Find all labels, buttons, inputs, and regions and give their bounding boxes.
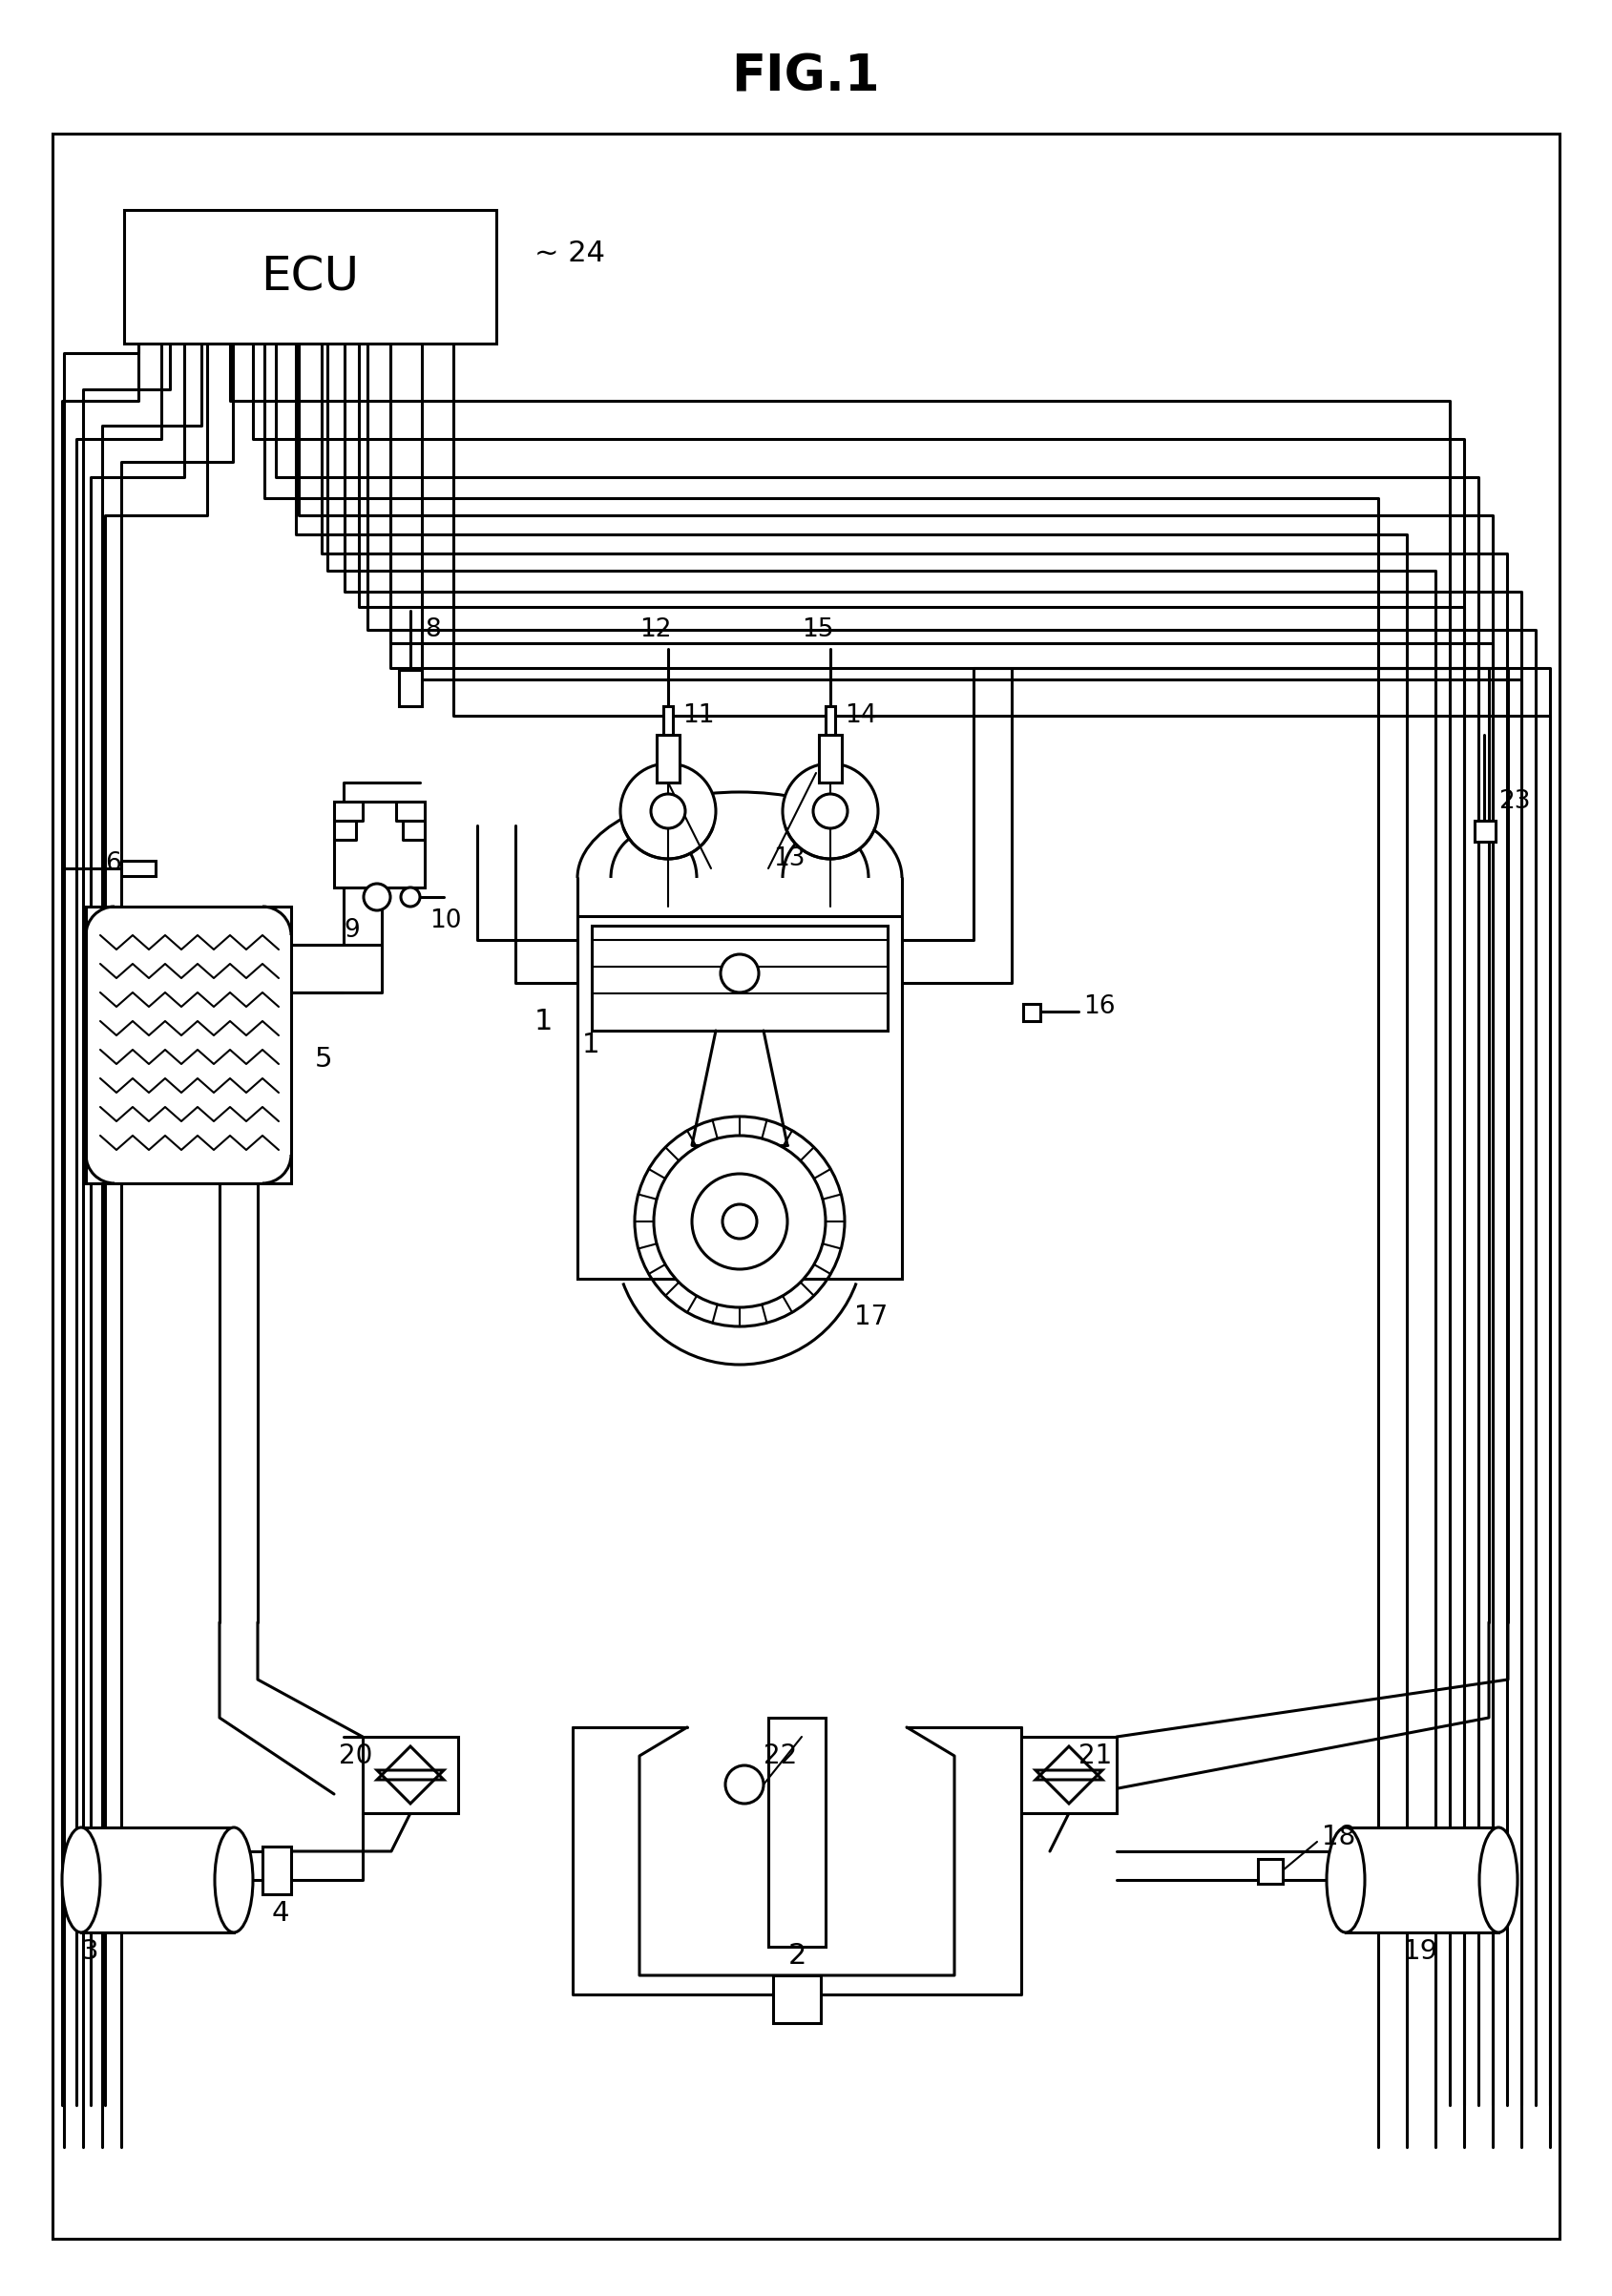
Text: ~ 24: ~ 24 <box>535 239 604 266</box>
Text: 5: 5 <box>314 1047 332 1072</box>
Circle shape <box>722 1205 758 1238</box>
Text: 12: 12 <box>640 618 672 643</box>
Bar <box>769 1717 825 1947</box>
Text: 14: 14 <box>845 703 877 728</box>
Bar <box>774 1975 821 2023</box>
Text: 1: 1 <box>582 1031 600 1058</box>
Bar <box>1024 1003 1040 1022</box>
Circle shape <box>725 1766 764 1805</box>
Text: 19: 19 <box>1402 1938 1438 1965</box>
Text: 8: 8 <box>424 618 440 643</box>
Text: 22: 22 <box>764 1743 798 1770</box>
Bar <box>577 916 903 1279</box>
Bar <box>656 735 680 783</box>
Bar <box>398 670 422 707</box>
Text: FIG.1: FIG.1 <box>732 51 880 101</box>
Ellipse shape <box>61 1828 100 1933</box>
Ellipse shape <box>1480 1828 1517 1933</box>
Circle shape <box>692 1173 787 1270</box>
Bar <box>819 735 841 783</box>
Bar <box>363 1736 458 1814</box>
Circle shape <box>651 794 685 829</box>
Text: 20: 20 <box>339 1743 372 1770</box>
Bar <box>1022 1736 1117 1814</box>
Bar <box>81 1828 234 1933</box>
Text: ECU: ECU <box>261 255 359 301</box>
Text: 6: 6 <box>105 852 121 877</box>
Bar <box>663 707 672 735</box>
Text: 9: 9 <box>343 918 359 944</box>
Bar <box>1346 1828 1499 1933</box>
Circle shape <box>401 889 421 907</box>
Bar <box>85 907 292 1182</box>
Bar <box>334 801 424 889</box>
Text: 17: 17 <box>854 1304 888 1329</box>
Bar <box>124 209 496 344</box>
Bar <box>121 861 156 877</box>
Text: 4: 4 <box>272 1901 290 1926</box>
Circle shape <box>654 1137 825 1306</box>
Ellipse shape <box>214 1828 253 1933</box>
Circle shape <box>621 765 716 859</box>
Text: 1: 1 <box>535 1008 553 1035</box>
Text: 18: 18 <box>1322 1823 1356 1851</box>
Text: 2: 2 <box>788 1942 806 1970</box>
Bar <box>263 1846 292 1894</box>
Bar <box>825 707 835 735</box>
Ellipse shape <box>1327 1828 1365 1933</box>
Text: 10: 10 <box>429 909 461 932</box>
Circle shape <box>721 955 759 992</box>
Text: 16: 16 <box>1083 994 1116 1019</box>
Text: 13: 13 <box>774 847 804 870</box>
Text: 11: 11 <box>682 703 714 728</box>
Text: 23: 23 <box>1499 790 1530 815</box>
Bar <box>1257 1860 1283 1883</box>
Text: 15: 15 <box>801 618 833 643</box>
Circle shape <box>782 765 879 859</box>
Text: 21: 21 <box>1078 1743 1112 1770</box>
Text: 3: 3 <box>81 1938 98 1965</box>
Circle shape <box>364 884 390 912</box>
Bar <box>1475 820 1496 843</box>
Bar <box>592 925 888 1031</box>
Circle shape <box>812 794 848 829</box>
